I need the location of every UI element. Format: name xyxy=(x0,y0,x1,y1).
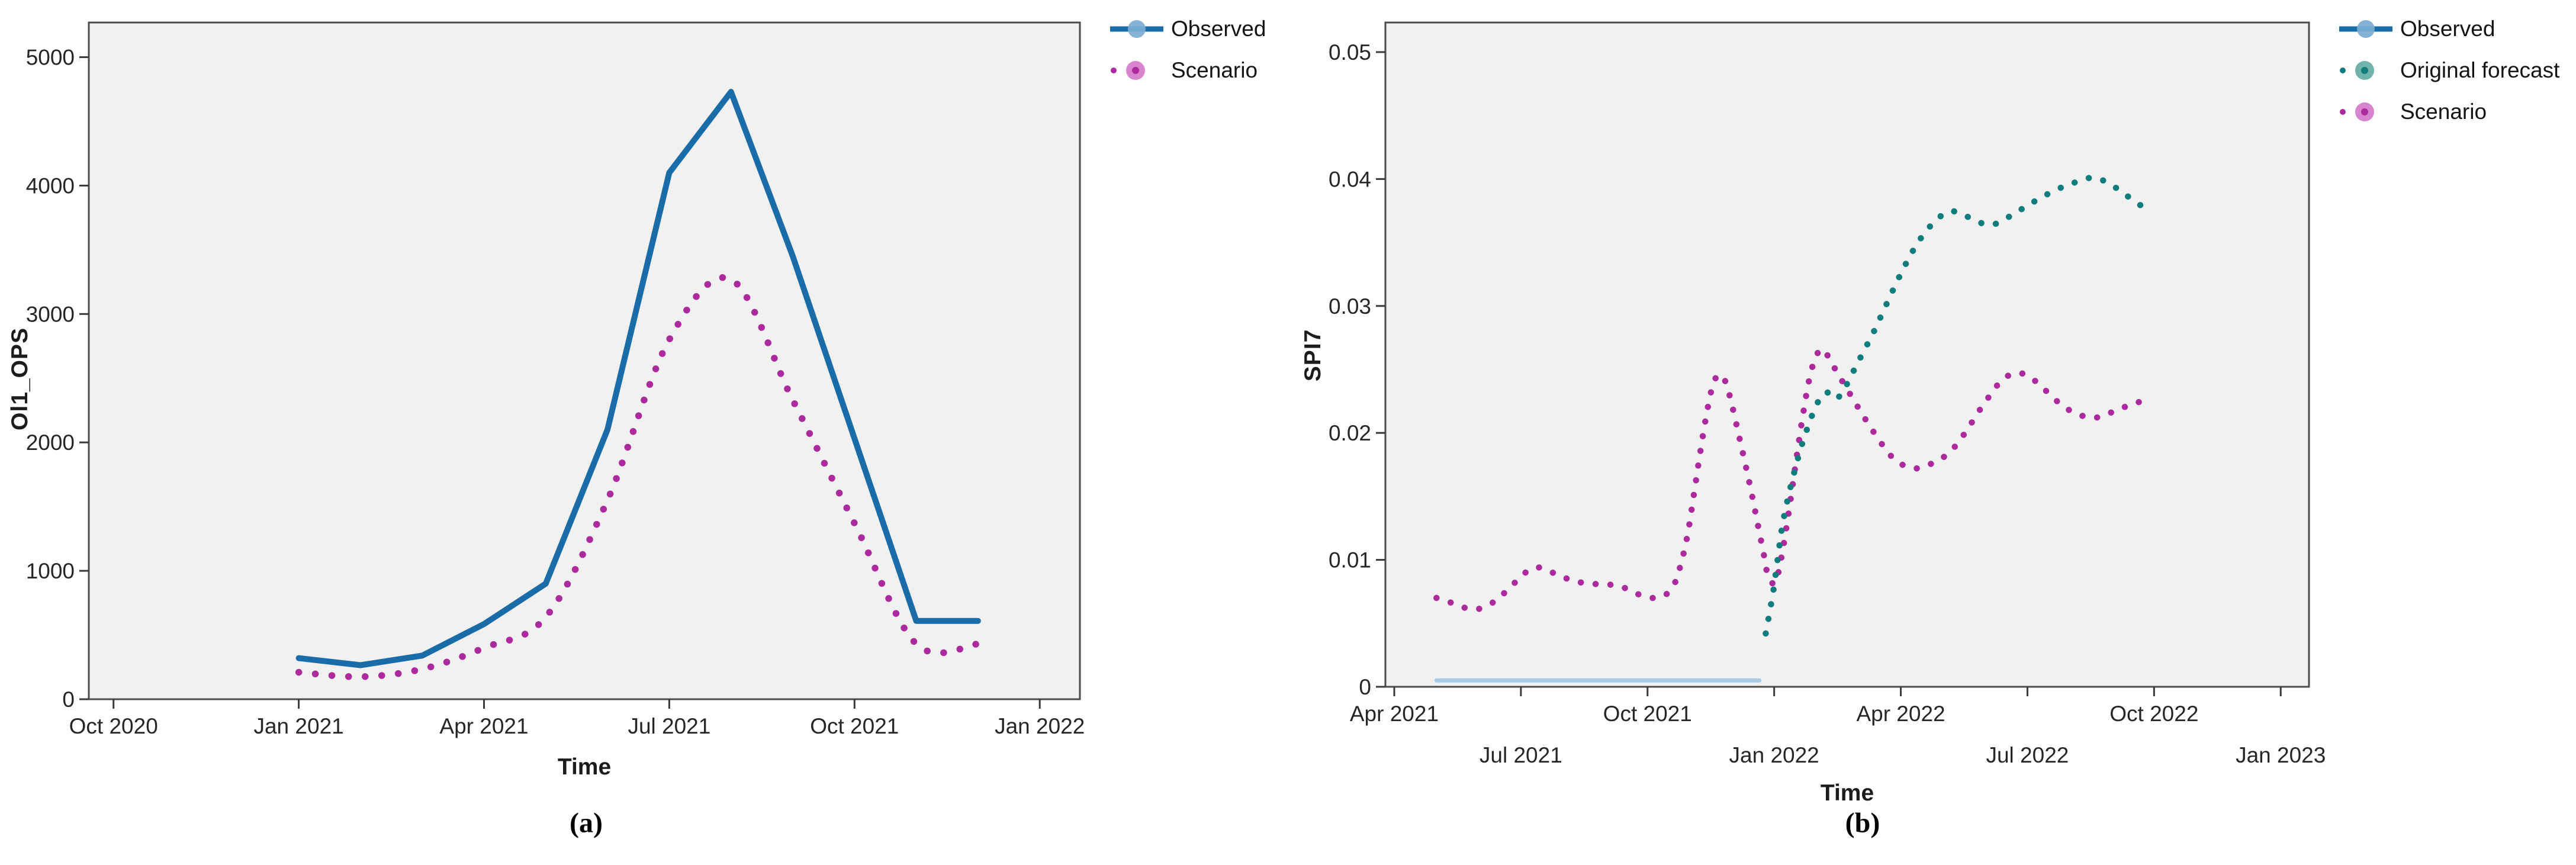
original-forecast-marker-icon xyxy=(2340,61,2374,80)
y-tick-label-a: 4000 xyxy=(26,173,75,198)
y-tick-label-b: 0.05 xyxy=(1329,40,1371,65)
y-tick-label-b: 0.01 xyxy=(1329,548,1371,573)
scenario-dotted-line-b xyxy=(1433,346,2151,613)
x-tick-label-a: Oct 2020 xyxy=(69,714,158,738)
y-axis-title-a: Ol1_OPS xyxy=(7,327,33,430)
legend-b: Observed Original forecast Scenario xyxy=(2337,8,2559,133)
x-tick-label-b: Apr 2021 xyxy=(1350,702,1439,726)
x-axis-title-b: Time xyxy=(1820,780,1874,806)
legend-label-observed: Observed xyxy=(1171,17,1266,41)
x-tick-label-a: Apr 2021 xyxy=(439,714,528,738)
chart-b: Apr 2021 Jul 2021 Oct 2021 Jan 2022 Apr 2022… xyxy=(1329,21,2326,767)
x-tick-label-b: Apr 2022 xyxy=(1856,702,1945,726)
x-tick-label-b: Jan 2023 xyxy=(2236,743,2326,767)
y-tick-label-b: 0.03 xyxy=(1329,294,1371,319)
y-axis-title-b: SPI7 xyxy=(1300,329,1326,382)
x-tick-label-b: Oct 2021 xyxy=(1603,702,1692,726)
chart-a: Oct 2020 Jan 2021 Apr 2021 Jul 2021 Oct 2021… xyxy=(26,21,1085,738)
legend-item-observed: Observed xyxy=(1108,8,1266,50)
y-tick-label-a: 0 xyxy=(62,687,75,712)
legend-item-original-forecast: Original forecast xyxy=(2337,50,2559,91)
x-tick-label-a: Jan 2021 xyxy=(253,714,343,738)
y-tick-label-b: 0.02 xyxy=(1329,421,1371,445)
scenario-marker-icon xyxy=(2340,102,2374,121)
x-axis-title-a: Time xyxy=(557,754,612,780)
y-tick-label-a: 1000 xyxy=(26,559,75,583)
legend-item-scenario: Scenario xyxy=(2337,91,2559,133)
y-tick-label-a: 2000 xyxy=(26,430,75,455)
x-tick-label-a: Jan 2022 xyxy=(995,714,1085,738)
y-tick-label-a: 3000 xyxy=(26,302,75,326)
plot-background-b xyxy=(1385,22,2309,687)
x-tick-label-a: Oct 2021 xyxy=(810,714,899,738)
legend-item-observed: Observed xyxy=(2337,8,2559,50)
observed-line-a xyxy=(295,89,981,668)
plot-background-a xyxy=(89,22,1080,699)
x-tick-label-b: Jan 2022 xyxy=(1729,743,1819,767)
legend-item-scenario: Scenario xyxy=(1108,50,1266,91)
scenario-marker-icon xyxy=(1111,61,1145,80)
plot-frame-b xyxy=(1384,21,2310,688)
original-forecast-dotted-line-b xyxy=(1763,174,2149,637)
legend-label-scenario: Scenario xyxy=(1171,58,1258,82)
y-tick-label-b: 0.04 xyxy=(1329,167,1371,191)
x-tick-label-b: Jul 2022 xyxy=(1986,743,2069,767)
y-tick-label-b: 0 xyxy=(1359,675,1371,699)
observed-marker-icon xyxy=(1110,20,1163,38)
x-tick-label-a: Jul 2021 xyxy=(628,714,710,738)
y-tick-label-a: 5000 xyxy=(26,46,75,70)
caption-b: (b) xyxy=(1845,807,1880,839)
legend-label-observed: Observed xyxy=(2400,17,2495,41)
observed-marker-icon xyxy=(2339,20,2392,38)
legend-a: Observed Scenario xyxy=(1108,8,1266,91)
legend-label-scenario: Scenario xyxy=(2400,99,2487,124)
legend-label-original-forecast: Original forecast xyxy=(2400,58,2560,82)
x-tick-label-b: Oct 2022 xyxy=(2109,702,2198,726)
scenario-dotted-line-a xyxy=(295,274,982,680)
x-tick-label-b: Jul 2021 xyxy=(1480,743,1562,767)
plot-frame-a xyxy=(88,21,1081,700)
caption-a: (a) xyxy=(570,807,603,839)
